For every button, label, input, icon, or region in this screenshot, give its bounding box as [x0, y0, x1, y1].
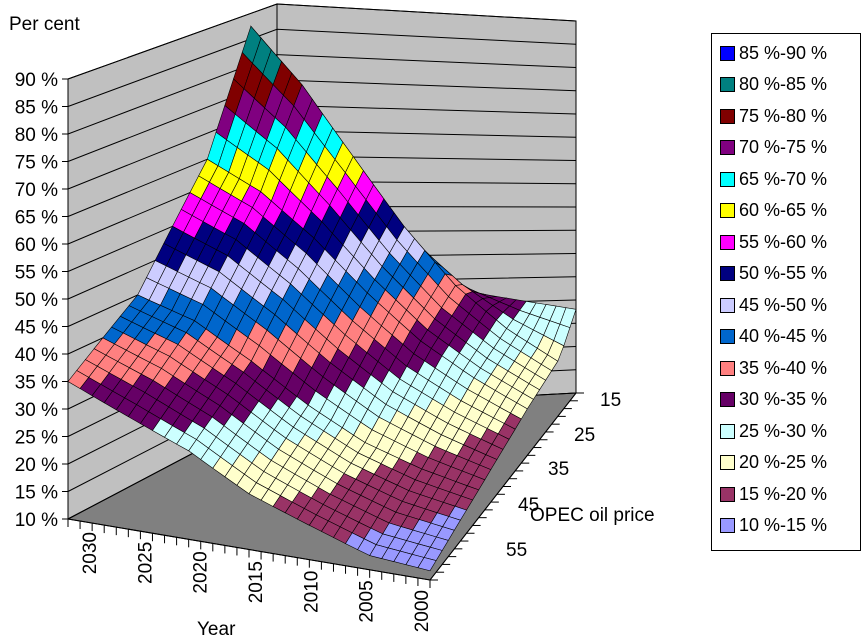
z-gridline	[67, 54, 577, 135]
legend-label: 80 %-85 %	[739, 74, 828, 94]
x-tick-label: 2020	[191, 551, 212, 593]
legend-item: 40 %-45 %	[720, 324, 827, 350]
legend: 85 %-90 % 80 %-85 % 75 %-80 % 70 %-75 % 65 %…	[711, 33, 861, 551]
legend-item: 65 %-70 %	[720, 166, 827, 192]
y-axis-title: OPEC oil price	[530, 505, 655, 526]
legend-swatch	[720, 266, 735, 281]
legend-swatch	[720, 518, 735, 533]
legend-swatch	[720, 77, 735, 92]
surface-bands	[67, 25, 577, 572]
x-axis-title: Year	[197, 619, 236, 640]
x-tick-label: 2025	[135, 542, 156, 584]
legend-item: 70 %-75 %	[720, 135, 827, 161]
z-tick-label: 35 %	[15, 373, 58, 394]
legend-label: 30 %-35 %	[739, 389, 828, 409]
legend-swatch	[720, 234, 735, 250]
x-tick-label: 2010	[301, 571, 322, 613]
y-tick-label: 15	[600, 390, 621, 411]
z-gridline	[67, 28, 577, 107]
legend-item: 15 %-20 %	[720, 481, 827, 507]
legend-swatch	[720, 423, 735, 439]
z-tick-label: 15 %	[15, 483, 58, 504]
z-tick-label: 20 %	[15, 455, 58, 476]
legend-label: 40 %-45 %	[739, 326, 828, 346]
legend-swatch	[720, 392, 735, 407]
legend-item: 10 %-15 %	[720, 513, 827, 539]
z-tick-label: 60 %	[15, 235, 58, 256]
legend-swatch	[720, 45, 735, 61]
legend-item: 45 %-50 %	[720, 292, 827, 318]
legend-label: 50 %-55 %	[739, 263, 828, 283]
z-tick-label: 10 %	[15, 510, 58, 531]
legend-swatch	[720, 140, 735, 155]
z-tick-label: 50 %	[15, 290, 58, 311]
legend-label: 15 %-20 %	[739, 483, 828, 504]
z-tick-label: 55 %	[15, 263, 58, 284]
legend-label: 60 %-65 %	[739, 200, 828, 220]
z-tick-label: 85 %	[15, 98, 58, 119]
legend-item: 30 %-35 %	[720, 387, 827, 413]
legend-item: 85 %-90 %	[720, 40, 827, 66]
x-tick-label: 2030	[80, 532, 101, 574]
legend-item: 60 %-65 %	[720, 198, 827, 224]
z-tick-label: 90 %	[15, 70, 58, 91]
legend-item: 35 %-40 %	[720, 355, 827, 381]
legend-swatch	[720, 203, 735, 218]
legend-swatch	[720, 329, 735, 344]
legend-item: 55 %-60 %	[720, 229, 827, 255]
legend-swatch	[720, 297, 735, 313]
z-tick-label: 70 %	[15, 180, 58, 201]
y-tick-label: 35	[548, 459, 569, 480]
legend-item: 25 %-30 %	[720, 418, 827, 444]
legend-item: 20 %-25 %	[720, 450, 827, 476]
z-tick-label: 45 %	[15, 318, 58, 339]
legend-swatch	[720, 455, 735, 470]
legend-label: 65 %-70 %	[739, 168, 828, 189]
z-axis-title: Per cent	[9, 14, 80, 35]
surface-cell	[417, 557, 437, 572]
legend-label: 45 %-50 %	[739, 294, 828, 315]
legend-label: 75 %-80 %	[739, 105, 828, 126]
z-tick-label: 65 %	[15, 208, 58, 229]
x-tick-label: 2005	[357, 580, 378, 622]
y-tick-label: 45	[518, 495, 539, 516]
legend-item: 50 %-55 %	[720, 261, 827, 287]
axes: 10 % 15 % 20 % 25 % 30 % 35 % 40 % 45 % 50 % 55 %…	[15, 70, 621, 632]
x-tick-label: 2015	[246, 561, 267, 603]
legend-swatch	[720, 171, 735, 187]
z-tick-label: 25 %	[15, 428, 58, 449]
legend-label: 20 %-25 %	[739, 452, 828, 472]
legend-swatch	[720, 360, 735, 376]
y-tick-label: 55	[506, 540, 527, 561]
z-gridline	[67, 3, 577, 80]
legend-item: 75 %-80 %	[720, 103, 827, 129]
legend-item: 80 %-85 %	[720, 72, 827, 98]
legend-swatch	[720, 108, 735, 124]
legend-label: 25 %-30 %	[739, 420, 828, 441]
z-tick-label: 80 %	[15, 125, 58, 146]
legend-label: 55 %-60 %	[739, 231, 828, 252]
legend-label: 85 %-90 %	[739, 42, 828, 63]
z-tick-label: 30 %	[15, 400, 58, 421]
z-tick-label: 40 %	[15, 345, 58, 366]
legend-label: 70 %-75 %	[739, 137, 828, 157]
y-tick-label: 25	[574, 425, 595, 446]
legend-swatch	[720, 486, 735, 502]
z-tick-label: 75 %	[15, 153, 58, 174]
legend-label: 10 %-15 %	[739, 515, 828, 535]
legend-label: 35 %-40 %	[739, 357, 828, 378]
x-tick-label: 2000	[412, 590, 433, 632]
